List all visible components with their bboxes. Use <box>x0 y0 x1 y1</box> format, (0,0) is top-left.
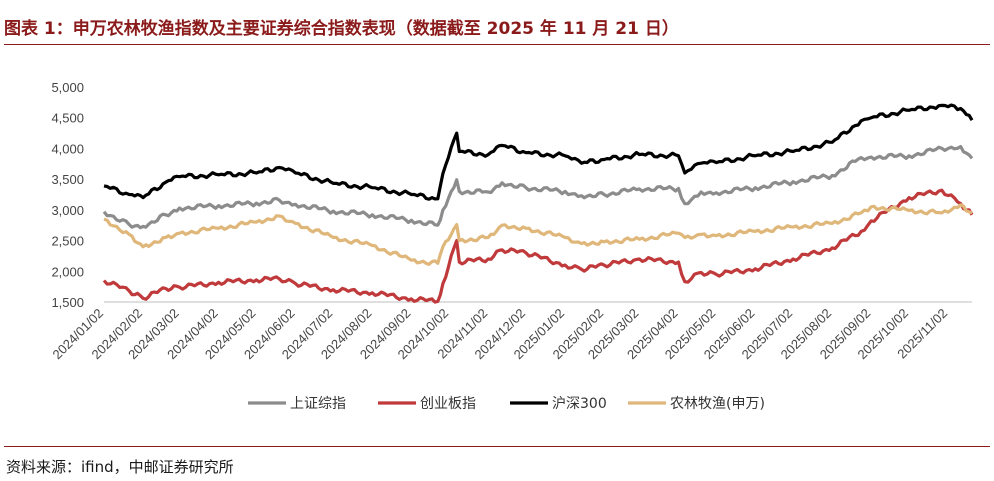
series-lines <box>102 103 974 304</box>
y-tick-label: 5,000 <box>51 80 84 95</box>
y-tick-label: 2,000 <box>51 264 84 279</box>
line-chart: 1,500 2,000 2,500 3,000 3,500 4,000 4,500 5,000… <box>49 80 974 412</box>
source-note: 资料来源：ifind，中邮证券研究所 <box>6 458 234 476</box>
x-axis: 2024/01/022024/02/022024/03/022024/04/02… <box>49 301 972 362</box>
y-axis: 1,500 2,000 2,500 3,000 3,500 4,000 4,500 5,000 <box>51 80 84 310</box>
y-tick-label: 4,500 <box>51 111 84 126</box>
y-tick-label: 3,000 <box>51 203 84 218</box>
legend-label: 创业板指 <box>420 396 476 412</box>
y-tick-label: 4,000 <box>51 141 84 156</box>
title-rule <box>4 44 990 45</box>
series-line-4 <box>103 203 973 266</box>
series-line-3 <box>103 103 974 201</box>
y-tick-label: 2,500 <box>51 234 84 249</box>
y-tick-label: 3,500 <box>51 172 84 187</box>
figure-title: 图表 1：申万农林牧渔指数及主要证券综合指数表现（数据截至 2025 年 11 … <box>4 19 679 39</box>
legend-label: 农林牧渔(申万) <box>670 396 765 412</box>
series-line-1 <box>102 144 974 230</box>
legend-label: 上证综指 <box>290 396 346 412</box>
y-tick-label: 1,500 <box>51 295 84 310</box>
series-line-2 <box>102 188 974 304</box>
legend-label: 沪深300 <box>552 396 607 412</box>
footer-rule <box>4 446 990 447</box>
legend: 上证综指 创业板指 沪深300 农林牧渔(申万) <box>248 396 765 412</box>
